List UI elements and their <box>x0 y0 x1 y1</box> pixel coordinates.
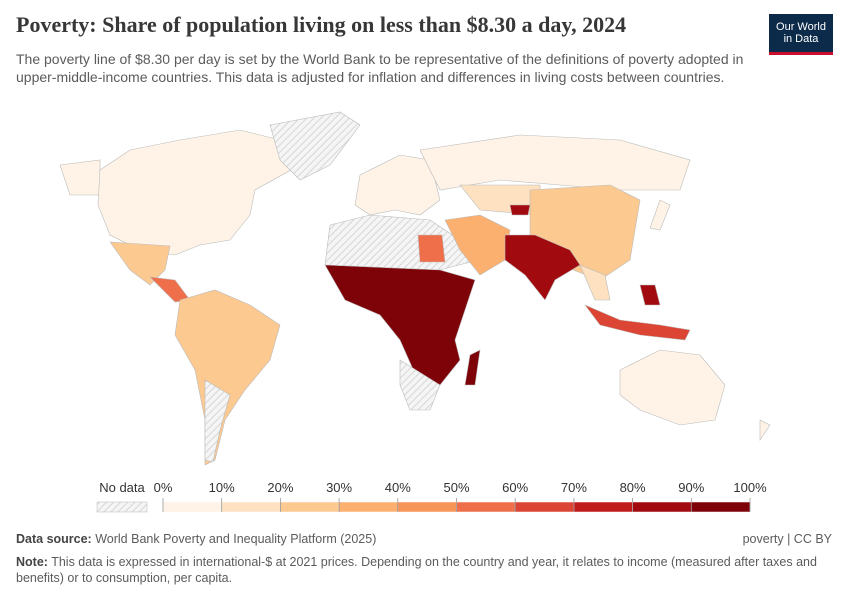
title: Poverty: Share of population living on l… <box>16 12 627 37</box>
region <box>619 349 726 426</box>
region <box>59 159 101 196</box>
logo-line: Our World <box>776 21 826 33</box>
legend-tick-label: 30% <box>326 480 352 495</box>
logo-line: in Data <box>783 33 819 45</box>
legend-tick-label: 60% <box>502 480 528 495</box>
legend-bin <box>397 501 457 513</box>
legend-tick-label: 50% <box>443 480 469 495</box>
legend-tick-label: 0% <box>154 480 173 495</box>
legend-bin <box>338 501 399 513</box>
region <box>509 204 531 216</box>
note-label: Note: <box>16 555 48 569</box>
legend-tick-label: 20% <box>267 480 293 495</box>
region <box>417 234 446 263</box>
note-text: This data is expressed in international-… <box>16 555 817 585</box>
map: No data 0% 10% 20% 30% 40% 50% 60% 70% 80% 90% 100… <box>59 111 771 513</box>
legend-tick-label: 100% <box>733 480 767 495</box>
region <box>269 111 361 181</box>
legend-tick-label: 70% <box>561 480 587 495</box>
legend-label: No data <box>99 480 145 495</box>
legend-bin <box>162 501 222 513</box>
region <box>354 154 441 216</box>
source-label: Data source: <box>16 532 92 546</box>
legend-bin <box>280 501 340 513</box>
note: Note: This data is expressed in internat… <box>16 554 826 586</box>
region <box>97 129 301 256</box>
legend-bin <box>691 501 751 513</box>
region <box>639 284 661 306</box>
legend-bin <box>632 501 692 513</box>
subtitle: The poverty line of $8.30 per day is set… <box>16 51 744 85</box>
legend-bin <box>456 501 516 513</box>
region <box>464 349 481 386</box>
legend-tick-label: 10% <box>209 480 235 495</box>
legend-tick-label: 80% <box>620 480 646 495</box>
legend-bin <box>221 501 281 513</box>
legend: No data 0% 10% 20% 30% 40% 50% 60% 70% 80% 90% 100… <box>96 480 767 513</box>
legend-bin <box>573 501 633 513</box>
region <box>649 199 671 231</box>
region <box>579 264 611 301</box>
legend-tick-label: 40% <box>385 480 411 495</box>
region <box>204 379 231 463</box>
region <box>584 304 691 341</box>
source: Data source: World Bank Poverty and Ineq… <box>16 532 376 546</box>
license: poverty | CC BY <box>742 532 832 546</box>
region <box>324 264 476 386</box>
region <box>399 359 441 411</box>
logo[interactable]: Our World in Data <box>769 14 833 55</box>
source-text: World Bank Poverty and Inequality Platfo… <box>95 532 377 546</box>
region <box>149 276 191 303</box>
region <box>419 134 691 191</box>
legend-tick-label: 90% <box>678 480 704 495</box>
region <box>504 234 581 301</box>
region <box>174 289 281 466</box>
region <box>109 241 171 286</box>
region <box>759 419 771 441</box>
no-data-swatch <box>96 501 148 513</box>
legend-bin <box>514 501 575 513</box>
